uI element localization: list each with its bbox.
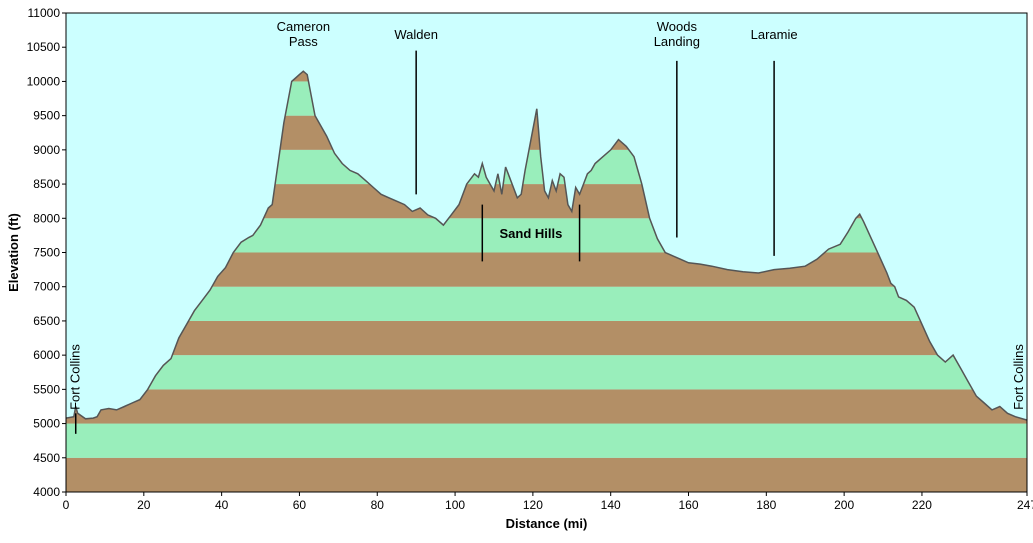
elevation-profile-line — [65, 70, 1028, 421]
annotation-woods-landing: Landing — [654, 34, 700, 49]
annotation-cameron-pass: Pass — [289, 34, 318, 49]
x-tick-label: 120 — [523, 498, 543, 512]
elevation-band — [66, 320, 1027, 356]
y-tick-label: 9000 — [33, 143, 60, 157]
y-tick-label: 8000 — [33, 211, 60, 225]
x-tick-label: 60 — [293, 498, 307, 512]
x-tick-label: 80 — [371, 498, 385, 512]
elevation-band — [66, 355, 1027, 390]
x-tick-label: 160 — [678, 498, 698, 512]
x-axis-title: Distance (mi) — [506, 516, 588, 531]
y-tick-label: 10000 — [27, 74, 61, 88]
elevation-band — [66, 389, 1027, 424]
annotation-laramie: Laramie — [751, 27, 798, 42]
x-tick-label: 100 — [445, 498, 465, 512]
x-tick-label: 20 — [137, 498, 151, 512]
annotation-sand-hills: Sand Hills — [500, 226, 563, 241]
y-tick-label: 4000 — [33, 485, 60, 499]
y-axis-title: Elevation (ft) — [6, 213, 21, 292]
y-tick-label: 9500 — [33, 109, 60, 123]
y-tick-label: 8500 — [33, 177, 60, 191]
annotation-woods-landing: Woods — [657, 19, 698, 34]
x-tick-label: 140 — [601, 498, 621, 512]
annotation-fort-collins: Fort Collins — [68, 344, 83, 410]
elevation-band — [66, 286, 1027, 321]
x-tick-label: 200 — [834, 498, 854, 512]
x-tick-label: 40 — [215, 498, 229, 512]
x-tick-label: 247 — [1017, 498, 1033, 512]
y-tick-label: 6000 — [33, 348, 60, 362]
x-tick-label: 0 — [63, 498, 70, 512]
y-tick-label: 10500 — [27, 40, 61, 54]
annotation-walden: Walden — [394, 27, 438, 42]
y-tick-label: 5000 — [33, 417, 60, 431]
annotation-fort-collins: Fort Collins — [1011, 344, 1026, 410]
y-tick-label: 5500 — [33, 382, 60, 396]
y-tick-label: 11000 — [28, 6, 61, 20]
y-tick-label: 7500 — [33, 246, 60, 260]
x-tick-label: 180 — [756, 498, 776, 512]
y-tick-label: 4500 — [33, 451, 60, 465]
y-tick-label: 7000 — [33, 280, 60, 294]
annotation-cameron-pass: Cameron — [277, 19, 330, 34]
y-tick-label: 6500 — [33, 314, 60, 328]
x-tick-label: 220 — [912, 498, 932, 512]
elevation-band — [66, 423, 1027, 458]
elevation-band — [66, 457, 1027, 492]
